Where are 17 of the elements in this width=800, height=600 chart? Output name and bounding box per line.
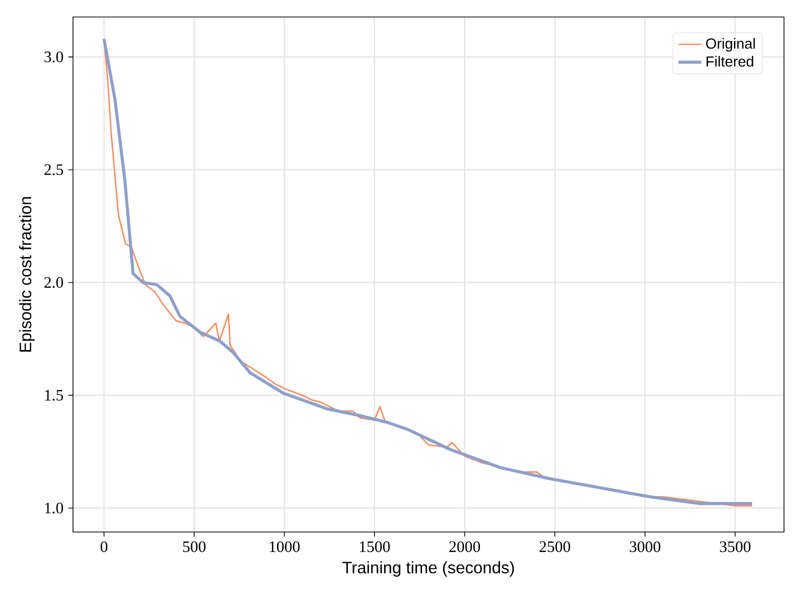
x-tick-label: 2500 (540, 541, 570, 552)
legend-label: Original (706, 38, 755, 52)
y-axis-title: Episodic cost fraction (19, 197, 35, 352)
y-tick-label: 2.5 (44, 164, 64, 176)
x-tick-label: 1000 (270, 541, 300, 552)
y-tick-label: 3.0 (44, 52, 64, 62)
y-tick-label: 1.5 (45, 390, 64, 401)
x-tick-label: 2000 (449, 541, 480, 552)
y-tick-label: 1.0 (45, 502, 64, 514)
legend-label: Filtered (706, 56, 754, 67)
x-tick-label: 0 (100, 541, 108, 552)
x-tick-label: 3000 (630, 541, 660, 552)
x-axis-title: Training time (seconds) (342, 561, 514, 577)
x-tick-label: 500 (183, 541, 206, 552)
y-tick-label: 2.0 (44, 277, 64, 288)
x-tick-label: 1500 (360, 541, 390, 552)
x-tick-label: 3500 (720, 541, 750, 552)
